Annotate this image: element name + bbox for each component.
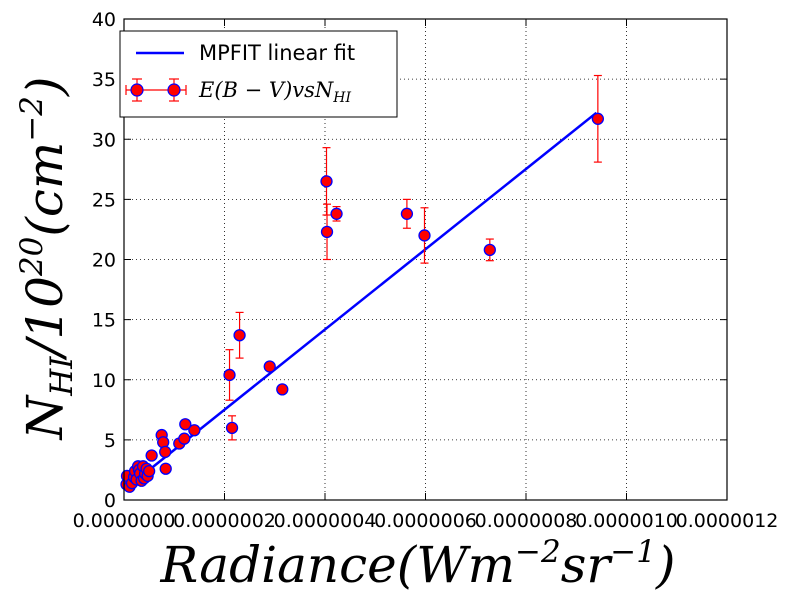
y-tick-label: 0 [104,490,116,512]
legend-fit-label: MPFIT linear fit [199,41,355,65]
data-marker [320,175,333,188]
data-marker [188,424,201,437]
y-tick-label: 40 [92,9,116,31]
data-marker [145,449,158,462]
legend-box [119,30,398,118]
data-point [159,445,172,459]
data-marker [320,225,334,238]
data-point [483,238,496,262]
y-axis-title-n: N [16,394,74,441]
data-marker [418,229,431,242]
y-axis-title-exp: 20 [14,237,50,277]
x-axis-title: Radiance(Wm−2sr−1) [159,534,675,594]
data-marker [159,445,172,459]
y-axis-title-close: ) [16,76,74,97]
data-point [233,311,246,359]
legend-errorbar-swatch [125,78,187,102]
data-point [320,203,334,261]
data-marker [223,368,236,382]
data-point [418,207,431,264]
data-point [225,415,239,441]
data-point [142,464,156,478]
y-axis-title-sub: HI [44,356,80,397]
data-point [263,360,276,373]
data-marker [233,329,246,342]
y-axis-title-unit-exp: −2 [14,96,50,142]
data-point [223,349,236,401]
y-tick-label: 20 [92,250,116,272]
x-axis-title-close: ) [655,536,676,594]
ticks: 0.00000000.00000020.00000040.00000060.00… [73,9,779,532]
data-marker [276,383,289,396]
data-marker [591,112,605,125]
data-point [188,424,201,437]
y-tick-label: 35 [92,69,116,91]
data-marker [142,464,156,478]
x-axis-title-exp1: −2 [515,534,561,570]
data-point [179,418,192,431]
x-tick-label: 0.0000010 [575,510,678,532]
y-tick-label: 25 [92,189,116,211]
y-tick-label: 30 [92,129,116,151]
x-tick-label: 0.0000004 [274,510,377,532]
fit-line-layer [125,111,598,489]
data-marker [330,207,343,220]
data-point [276,383,289,396]
x-axis-title-exp2: −1 [610,534,656,570]
fit-line [125,111,598,489]
legend-errorbar-label: E(B − V)vsNHI [198,78,352,106]
data-marker [159,462,172,475]
data-marker [178,432,191,445]
x-tick-label: 0.0000002 [173,510,276,532]
data-point [591,74,605,163]
data-marker [400,207,414,220]
x-tick-label: 0.0000006 [374,510,477,532]
y-tick-label: 15 [92,310,116,332]
x-axis-title-sr: sr [561,536,614,594]
svg-text:NHI/1020(cm−2): NHI/1020(cm−2) [14,76,80,440]
data-point [178,432,191,445]
y-axis-title: NHI/1020(cm−2) [14,76,80,440]
data-marker [263,360,276,373]
y-tick-label: 5 [104,430,116,452]
data-marker [483,243,496,257]
x-tick-label: 0.0000008 [475,510,578,532]
x-axis-title-main: Radiance(Wm [159,536,515,594]
data-marker [225,421,239,435]
x-tick-label: 0.0000000 [73,510,176,532]
x-tick-label: 0.0000012 [676,510,779,532]
data-point [159,462,172,475]
data-marker [179,418,192,431]
data-point [400,198,414,229]
data-point [330,205,343,222]
y-axis-title-slash: /10 [16,276,74,360]
y-axis-title-unit: (cm [16,142,74,237]
data-point [145,449,158,462]
legend: MPFIT linear fit E(B − V)vsNHI [119,30,398,118]
y-tick-label: 10 [92,370,116,392]
